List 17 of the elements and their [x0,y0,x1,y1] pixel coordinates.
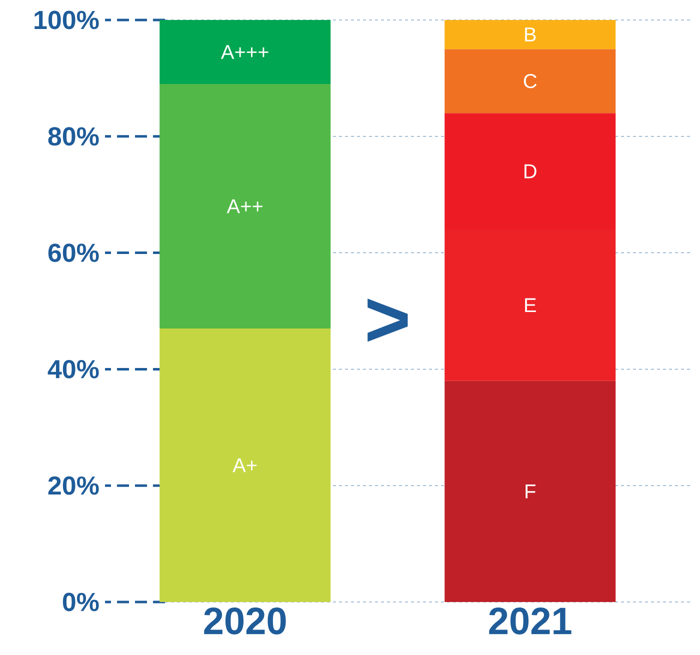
series-label: F [526,484,536,498]
y-tick-label: 80% [48,127,99,146]
x-tick-label: 2021 [489,608,572,634]
series-label: A++ [226,199,262,214]
series-label: A+++ [220,45,268,59]
x-tick-label: 2020 [204,608,286,634]
series-label: E [525,298,536,312]
series-label: C [524,74,537,88]
series-label: B [525,28,536,42]
y-tick-label: 60% [48,244,99,262]
y-tick-label: 20% [48,476,99,495]
series-label: D [524,164,536,178]
y-tick-label: 0% [62,592,99,612]
annotation: > [368,298,408,342]
y-tick-label: 40% [48,360,99,378]
y-tick-label: 100% [34,10,99,30]
series-label: A+ [232,458,257,472]
